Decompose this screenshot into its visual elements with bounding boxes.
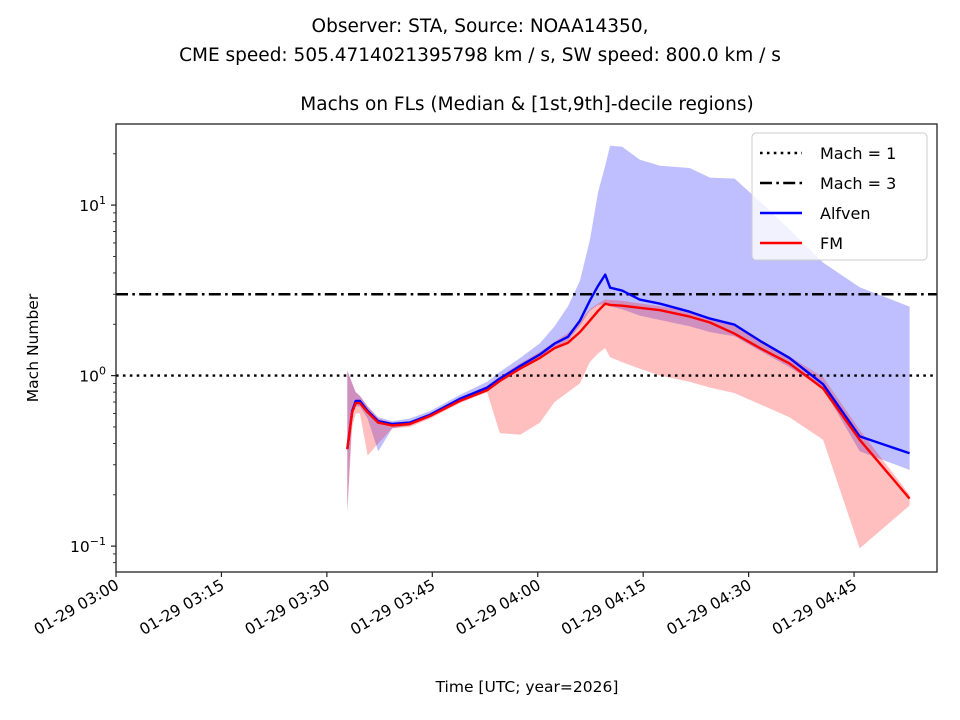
x-tick-label: 01-29 03:15 (136, 576, 227, 639)
suptitle-line-1: Observer: STA, Source: NOAA14350, (312, 16, 649, 37)
chart-title: Machs on FLs (Median & [1st,9th]-decile … (300, 94, 753, 115)
legend-label: Alfven (820, 204, 870, 223)
x-tick-label: 01-29 03:45 (347, 576, 438, 639)
y-tick-label: 100 (79, 365, 106, 386)
suptitle-line-2: CME speed: 505.4714021395798 km / s, SW … (179, 45, 781, 66)
median-line-fm (346, 302, 911, 500)
y-tick-label: 101 (79, 194, 106, 215)
x-tick-label: 01-29 03:00 (31, 576, 122, 639)
decile-band-fm (347, 299, 910, 549)
y-tick-label: 10−1 (70, 535, 106, 556)
x-tick-label: 01-29 04:30 (664, 576, 755, 639)
median-line-alfven (346, 273, 910, 455)
y-axis: 10−1 100 101 (70, 153, 116, 564)
x-tick-label: 01-29 04:45 (769, 576, 860, 639)
x-tick-label: 01-29 04:15 (558, 576, 649, 639)
x-tick-label: 01-29 03:30 (242, 576, 333, 639)
legend-label: FM (820, 234, 843, 253)
reference-lines (116, 293, 937, 377)
legend-box (751, 132, 928, 261)
legend: Mach = 1 Mach = 3 Alfven FM (751, 132, 928, 261)
legend-label: Mach = 1 (820, 144, 896, 163)
legend-label: Mach = 3 (820, 174, 896, 193)
y-axis-label: Mach Number (24, 293, 42, 402)
median-lines (346, 273, 911, 500)
x-tick-label: 01-29 04:00 (453, 576, 544, 639)
plot-frame (115, 123, 938, 573)
x-axis: 01-29 03:00 01-29 03:15 01-29 03:30 01-29 0… (31, 572, 860, 639)
x-axis-label: Time [UTC; year=2026] (435, 678, 619, 696)
